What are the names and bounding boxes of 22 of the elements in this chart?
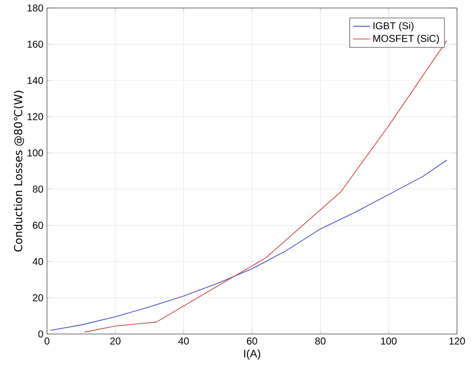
y-tick-label: 80 — [32, 186, 44, 193]
x-tick-label: 20 — [110, 338, 120, 345]
y-tick-label: 60 — [32, 222, 44, 229]
x-tick-label: 40 — [178, 338, 189, 345]
x-axis-title: I(A) — [244, 349, 260, 360]
y-tick-label: 0 — [38, 330, 44, 338]
y-tick-label: 160 — [28, 40, 44, 48]
legend-label: IGBT (Si) — [373, 22, 414, 32]
y-tick-label: 180 — [28, 4, 44, 12]
x-tick-label: 0 — [44, 338, 50, 345]
y-tick-label: 140 — [28, 76, 44, 84]
y-tick-label: 40 — [32, 258, 44, 266]
line-series — [50, 160, 448, 331]
y-tick-label: 20 — [32, 294, 44, 302]
y-tick-label: 100 — [28, 149, 44, 156]
x-tick-label: 60 — [246, 338, 258, 345]
x-tick-label: 80 — [315, 338, 326, 345]
y-tick-label: 120 — [28, 113, 44, 120]
y-axis-title: Conduction Losses @80℃(W) — [14, 90, 24, 252]
x-tick-label: 100 — [381, 338, 397, 345]
x-tick-label: 120 — [449, 338, 465, 345]
legend-label: MOSFET (SiC) — [373, 34, 439, 44]
